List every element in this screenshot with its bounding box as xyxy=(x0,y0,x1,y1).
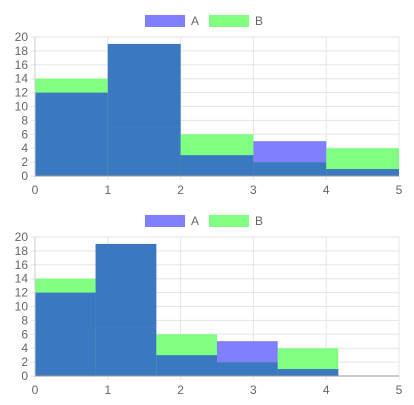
bar-a-excess xyxy=(217,341,278,363)
x-tick-label: 1 xyxy=(104,383,111,397)
y-tick-label: 14 xyxy=(15,72,29,86)
x-tick-label: 4 xyxy=(323,383,330,397)
x-tick-label: 4 xyxy=(323,183,330,197)
y-tick-label: 12 xyxy=(15,86,29,100)
x-tick-labels: 0 1 2 3 4 5 xyxy=(32,383,403,397)
legend-label: A xyxy=(191,14,199,28)
bar-overlap xyxy=(156,355,217,376)
y-tick-label: 4 xyxy=(21,141,28,155)
y-tick-label: 8 xyxy=(21,113,28,127)
x-tick-label: 5 xyxy=(396,183,403,197)
y-tick-label: 18 xyxy=(15,244,29,258)
bar-a-excess xyxy=(107,43,181,128)
y-tick-label: 2 xyxy=(21,355,28,369)
bar-overlap xyxy=(35,92,108,176)
legend-swatch xyxy=(145,15,185,27)
bar-overlap xyxy=(107,127,181,176)
x-tick-label: 2 xyxy=(177,383,184,397)
y-tick-label: 0 xyxy=(21,169,28,183)
y-tick-label: 6 xyxy=(21,327,28,341)
legend-label: B xyxy=(255,214,263,228)
legend-item-b[interactable]: B xyxy=(209,214,263,228)
bar-a-excess xyxy=(253,141,327,163)
legend-item-a[interactable]: A xyxy=(145,14,199,28)
legend-label: A xyxy=(191,214,199,228)
bar-overlap xyxy=(253,162,327,176)
y-tick-label: 20 xyxy=(15,230,29,244)
x-tick-label: 5 xyxy=(396,383,403,397)
x-tick-label: 0 xyxy=(32,183,39,197)
y-tick-label: 4 xyxy=(21,341,28,355)
bar-overlap-layer xyxy=(35,43,399,176)
legend-swatch xyxy=(209,215,249,227)
x-tick-label: 3 xyxy=(250,183,257,197)
legend-label: B xyxy=(255,14,263,28)
y-tick-label: 20 xyxy=(15,30,29,44)
x-tick-label: 2 xyxy=(177,183,184,197)
y-tick-label: 10 xyxy=(15,300,29,314)
bar-overlap-layer xyxy=(35,243,339,376)
legend-swatch xyxy=(145,215,185,227)
y-tick-label: 2 xyxy=(21,155,28,169)
legend-item-a[interactable]: A xyxy=(145,214,199,228)
x-tick-label: 0 xyxy=(32,383,39,397)
histogram-chart-top: A B 0 2 4 6 8 10 12 14 16 18 20 0 1 2 3 4 5 xyxy=(0,0,414,200)
legend-swatch xyxy=(209,15,249,27)
bar-a-excess xyxy=(95,243,157,328)
y-tick-label: 12 xyxy=(15,286,29,300)
bar-overlap xyxy=(217,362,278,376)
bar-overlap xyxy=(326,169,399,176)
y-tick-label: 8 xyxy=(21,313,28,327)
y-tick-label: 6 xyxy=(21,127,28,141)
bar-overlap xyxy=(95,327,157,376)
x-tick-labels: 0 1 2 3 4 5 xyxy=(32,183,403,197)
y-tick-label: 14 xyxy=(15,272,29,286)
y-tick-label: 0 xyxy=(21,369,28,383)
bar-overlap xyxy=(277,369,339,376)
bar-overlap xyxy=(35,292,96,376)
bar-overlap xyxy=(180,155,254,176)
y-tick-label: 16 xyxy=(15,58,29,72)
x-tick-label: 1 xyxy=(104,183,111,197)
y-tick-label: 18 xyxy=(15,44,29,58)
legend-item-b[interactable]: B xyxy=(209,14,263,28)
y-tick-label: 16 xyxy=(15,258,29,272)
x-tick-label: 3 xyxy=(250,383,257,397)
y-tick-label: 10 xyxy=(15,100,29,114)
histogram-chart-bottom: A B 0 2 4 6 8 10 12 14 16 18 20 0 1 2 3 4 5 xyxy=(0,200,414,400)
